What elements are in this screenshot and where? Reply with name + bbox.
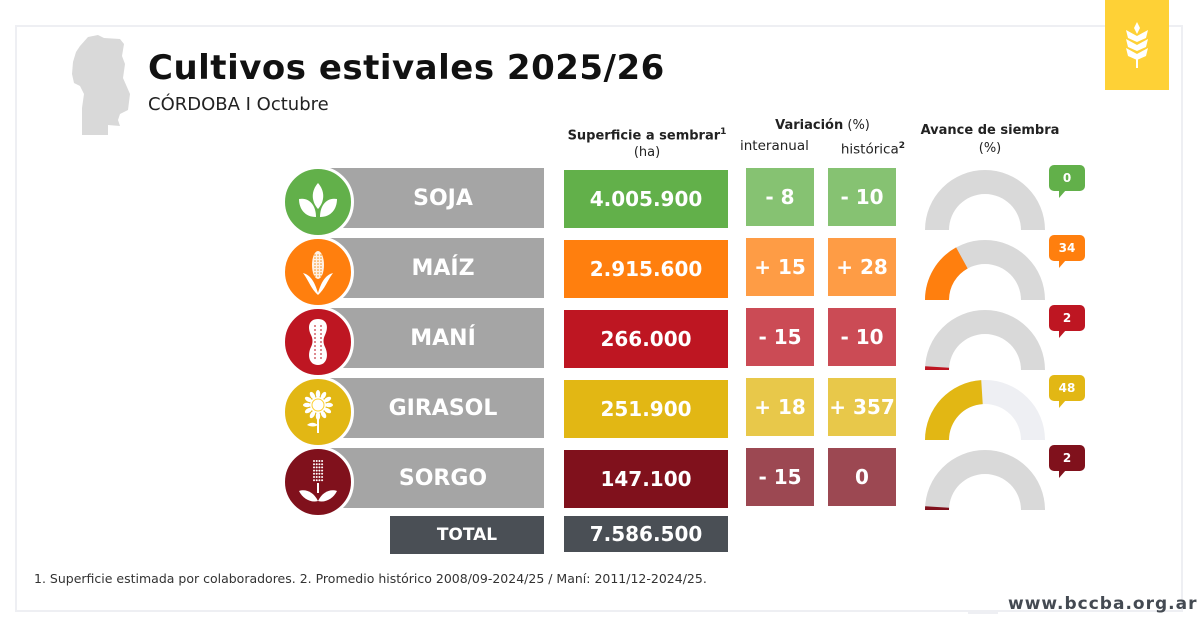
variacion-historica: 0 [828,448,896,506]
avance-gauge [920,448,1050,520]
avance-gauge [920,168,1050,240]
gauge-track [925,170,1045,230]
brand-logo [1105,0,1169,90]
header-avance: Avance de siembra (%) [910,122,1070,158]
gauge-track [925,310,1045,370]
peanut-icon [282,306,354,378]
gauge-fill [925,247,968,300]
variacion-unit: (%) [847,118,870,133]
page-subtitle: CÓRDOBA I Octubre [148,94,329,115]
avance-value-badge: 48 [1049,375,1085,408]
divider [968,612,998,614]
header-superficie: Superficie a sembrar1 (ha) [562,124,732,161]
crop-row: SORGO 147.100 - 15 0 [282,446,922,518]
superficie-label: Superficie a sembrar [567,128,721,144]
gauge-track [925,450,1045,510]
crop-name: MANÍ [322,308,544,368]
total-label: TOTAL [390,516,544,554]
crop-name: SOJA [322,168,544,228]
historica-footnote-mark: 2 [898,141,905,151]
avance-gauge [920,308,1050,380]
crop-row: MANÍ 266.000 - 15 - 10 [282,306,922,378]
crop-name: SORGO [322,448,544,508]
crop-row: MAÍZ 2.915.600 + 15 + 28 [282,236,922,308]
variacion-historica: - 10 [828,308,896,366]
variacion-interanual: + 18 [746,378,814,436]
crop-name: MAÍZ [322,238,544,298]
superficie-value: 147.100 [564,450,728,508]
superficie-unit: (ha) [633,145,661,161]
gauge-fill [925,506,950,510]
sorghum-icon [282,446,354,518]
total-value: 7.586.500 [564,516,728,552]
avance-label: Avance de siembra [920,123,1060,138]
website-link[interactable]: www.bccba.org.ar [1008,594,1198,614]
crop-name: GIRASOL [322,378,544,438]
variacion-interanual: + 15 [746,238,814,296]
wheat-icon [1126,22,1148,68]
footnote: 1. Superficie estimada por colaboradores… [34,571,707,586]
superficie-value: 4.005.900 [564,170,728,228]
avance-value-badge: 0 [1049,165,1085,198]
gauge-fill [925,366,950,370]
variacion-historica: + 357 [828,378,896,436]
superficie-value: 266.000 [564,310,728,368]
avance-value-badge: 2 [1049,445,1085,478]
avance-unit: (%) [978,141,1002,156]
avance-gauge [920,378,1050,450]
avance-value-badge: 34 [1049,235,1085,268]
variacion-historica: - 10 [828,168,896,226]
superficie-value: 251.900 [564,380,728,438]
cordoba-map-icon [72,35,130,135]
avance-value-badge: 2 [1049,305,1085,338]
variacion-historica: + 28 [828,238,896,296]
header-variacion: Variación (%) interanual histórica2 [740,116,905,160]
page-title: Cultivos estivales 2025/26 [148,48,665,88]
superficie-footnote-mark: 1 [720,127,727,137]
crop-row: GIRASOL 251.900 + 18 + 357 [282,376,922,448]
variacion-interanual: - 15 [746,448,814,506]
superficie-value: 2.915.600 [564,240,728,298]
interanual-label: interanual [740,138,809,154]
avance-gauge [920,238,1050,310]
variacion-interanual: - 8 [746,168,814,226]
variacion-interanual: - 15 [746,308,814,366]
soybean-icon [282,166,354,238]
historica-label: histórica [840,141,899,158]
corn-icon [282,236,354,308]
crop-row: SOJA 4.005.900 - 8 - 10 [282,166,922,238]
sunflower-icon [282,376,354,448]
gauge-fill [925,380,983,440]
variacion-label: Variación [775,118,844,133]
